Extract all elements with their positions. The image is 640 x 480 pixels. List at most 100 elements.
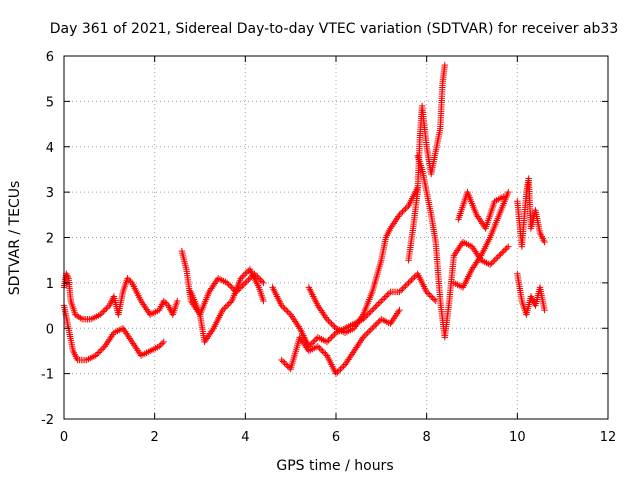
data-point-track-d (222, 303, 229, 311)
data-point-track-a (63, 272, 71, 279)
data-point-track-e (411, 273, 418, 281)
data-point-track-a (100, 308, 107, 315)
data-point-track-e (279, 303, 287, 311)
data-point-track-b (94, 350, 101, 358)
x-tick-label: 8 (423, 430, 431, 445)
data-point-track-e (405, 279, 412, 287)
x-tick-label: 6 (332, 430, 340, 445)
data-point-track-b (159, 340, 166, 347)
data-point-track-e (406, 278, 414, 285)
y-axis-label: SDTVAR / TECUs (7, 181, 23, 296)
data-point-track-b (95, 349, 102, 356)
data-point-track-e (381, 294, 388, 302)
data-point-track-b (97, 347, 104, 355)
data-point-track-e (424, 290, 432, 297)
data-point-track-i (500, 247, 507, 255)
data-point-track-e (379, 296, 387, 303)
data-point-track-a (98, 309, 105, 317)
data-point-track-f (332, 370, 340, 377)
data-point-track-b (98, 346, 105, 353)
data-point-track-a (64, 273, 71, 281)
data-point-track-c (242, 279, 249, 287)
data-point-track-e (373, 302, 380, 309)
data-point-track-e (397, 287, 405, 294)
data-point-track-e (278, 302, 285, 309)
data-point-track-f (366, 328, 373, 335)
data-point-track-e (396, 288, 403, 296)
data-point-track-e (367, 308, 374, 315)
x-tick-label: 4 (241, 430, 249, 445)
data-point-track-b (100, 344, 107, 352)
data-point-track-e (376, 299, 384, 306)
data-point-track-b (156, 343, 163, 350)
data-point-track-e (331, 331, 338, 338)
data-point-track-f (340, 362, 347, 370)
data-point-track-f (322, 350, 329, 358)
data-point-track-e (281, 305, 288, 312)
data-point-track-e (311, 337, 319, 344)
data-point-track-i (489, 258, 497, 265)
data-point-track-f (278, 356, 285, 364)
data-point-track-f (363, 331, 370, 338)
data-point-track-e (375, 300, 382, 308)
data-point-track-a (124, 275, 131, 282)
y-tick-label: 3 (46, 186, 54, 201)
data-point-track-f (284, 362, 291, 370)
data-point-track-g (326, 319, 334, 326)
data-point-track-i (494, 253, 501, 261)
y-tick-label: -2 (41, 413, 54, 428)
y-tick-label: 1 (46, 277, 54, 292)
data-point-track-i (503, 244, 510, 252)
data-point-track-e (378, 297, 385, 305)
data-point-track-f (372, 322, 379, 329)
data-point-track-f (316, 344, 323, 352)
data-point-track-f (314, 343, 322, 350)
data-point-track-c (258, 278, 266, 285)
data-point-track-d (243, 269, 251, 276)
data-point-track-i (499, 249, 506, 256)
data-point-track-d (225, 300, 232, 308)
data-point-track-c (245, 276, 252, 284)
data-point-track-e (409, 275, 417, 282)
data-point-track-i (497, 250, 504, 258)
data-point-track-b (157, 341, 164, 349)
data-point-track-d (227, 299, 234, 306)
data-point-track-i (488, 260, 495, 267)
data-marks (60, 61, 548, 377)
data-point-track-e (310, 338, 317, 346)
data-point-track-d (260, 297, 267, 305)
data-point-track-f (281, 359, 288, 367)
data-point-track-e (426, 291, 433, 299)
data-point-track-c (243, 278, 251, 285)
data-point-track-a (103, 305, 110, 312)
data-point-track-e (431, 296, 438, 303)
data-point-track-a (163, 300, 170, 308)
data-point-track-k (500, 193, 507, 200)
y-tick-label: 4 (46, 141, 54, 156)
data-point-track-i (491, 256, 498, 264)
y-tick-label: 0 (46, 322, 54, 337)
data-point-track-f (338, 364, 346, 371)
data-point-track-f (369, 325, 376, 332)
data-point-track-g (397, 210, 405, 217)
data-point-track-d (242, 270, 249, 277)
data-point-track-e (369, 306, 376, 314)
data-point-track-f (337, 365, 344, 373)
data-point-track-i (502, 246, 509, 253)
data-point-track-f (334, 368, 341, 376)
data-point-track-f (282, 361, 290, 368)
data-point-track-e (323, 338, 331, 346)
data-point-track-d (237, 275, 244, 282)
data-point-track-d (239, 273, 246, 281)
data-point-track-e (285, 309, 293, 317)
data-point-track-b (92, 352, 99, 359)
data-point-track-f (319, 347, 326, 355)
data-point-track-j (505, 188, 512, 196)
data-point-track-d (220, 305, 228, 312)
x-tick-label: 12 (600, 430, 617, 445)
data-point-track-e (370, 305, 377, 312)
data-point-track-g (328, 320, 335, 327)
data-point-track-c (225, 281, 232, 288)
data-point-track-a (160, 297, 167, 305)
